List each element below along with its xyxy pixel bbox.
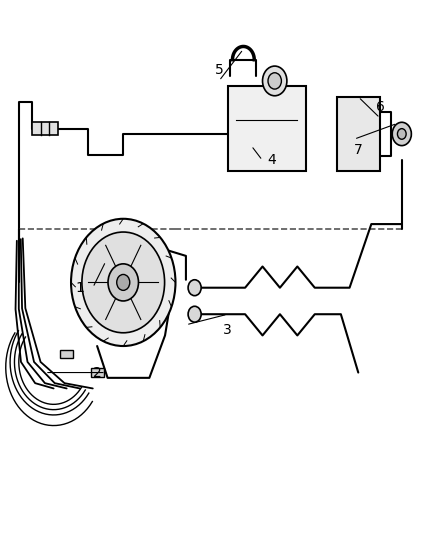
- Circle shape: [262, 66, 287, 96]
- Bar: [60, 350, 73, 358]
- Text: 5: 5: [215, 63, 223, 77]
- Circle shape: [71, 219, 176, 346]
- Circle shape: [392, 122, 411, 146]
- Text: 1: 1: [75, 281, 84, 295]
- Bar: [91, 368, 104, 377]
- Circle shape: [397, 128, 406, 139]
- Text: 6: 6: [376, 100, 385, 115]
- Circle shape: [117, 274, 130, 290]
- Text: 2: 2: [93, 366, 102, 379]
- Circle shape: [188, 306, 201, 322]
- Circle shape: [108, 264, 138, 301]
- Circle shape: [188, 280, 201, 296]
- Bar: [336, 97, 380, 171]
- Circle shape: [268, 73, 281, 89]
- Text: 4: 4: [267, 154, 276, 167]
- Circle shape: [82, 232, 165, 333]
- FancyBboxPatch shape: [228, 86, 306, 171]
- Text: 7: 7: [354, 143, 363, 157]
- Bar: [32, 122, 58, 135]
- Text: 3: 3: [223, 323, 232, 337]
